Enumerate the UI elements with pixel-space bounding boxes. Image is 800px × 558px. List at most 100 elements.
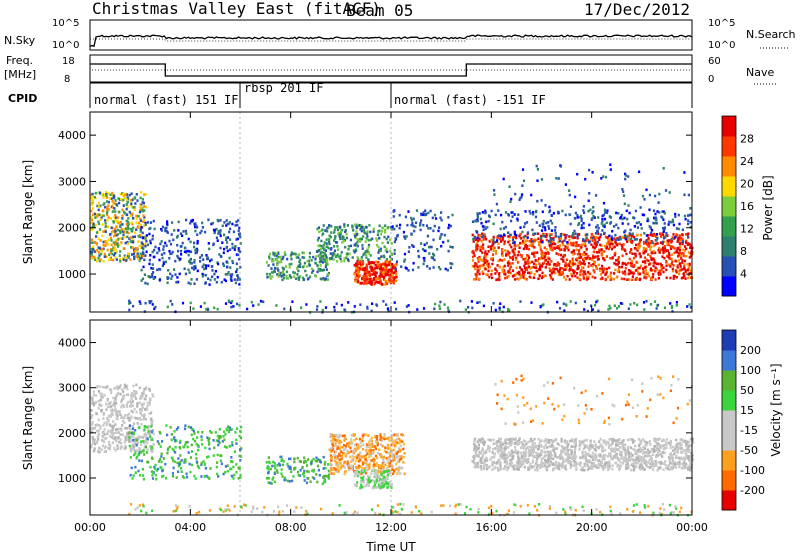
echo-cell — [570, 300, 572, 303]
echo-cell — [238, 467, 240, 470]
echo-cell — [595, 194, 597, 197]
echo-cell — [380, 436, 382, 439]
echo-cell — [362, 448, 364, 451]
echo-cell — [125, 259, 127, 262]
velocity-data-layer — [90, 375, 694, 517]
echo-cell — [685, 277, 687, 280]
echo-cell — [136, 199, 138, 202]
echo-cell — [364, 273, 366, 276]
echo-cell — [668, 239, 670, 242]
echo-cell — [617, 227, 619, 230]
echo-cell — [647, 253, 649, 256]
echo-cell — [390, 437, 392, 440]
echo-cell — [669, 302, 671, 305]
echo-cell — [664, 307, 666, 310]
echo-cell — [153, 277, 155, 280]
echo-cell — [603, 214, 605, 217]
echo-cell — [330, 252, 332, 255]
echo-cell — [587, 265, 589, 268]
echo-cell — [498, 260, 500, 263]
echo-cell — [184, 428, 186, 431]
echo-cell — [516, 267, 518, 270]
echo-cell — [526, 247, 528, 250]
nave-tick-top: 60 — [708, 56, 721, 67]
echo-cell — [332, 437, 334, 440]
echo-cell — [234, 246, 236, 249]
echo-cell — [498, 272, 500, 275]
echo-cell — [647, 237, 649, 240]
echo-cell — [235, 271, 237, 274]
echo-cell — [109, 258, 111, 261]
echo-cell — [472, 234, 474, 237]
echo-cell — [366, 233, 368, 236]
echo-cell — [173, 229, 175, 232]
echo-cell — [159, 279, 161, 282]
echo-cell — [484, 250, 486, 253]
echo-cell — [604, 211, 606, 214]
echo-cell — [614, 246, 616, 249]
echo-cell — [685, 255, 687, 258]
echo-cell — [605, 236, 607, 239]
echo-cell — [362, 235, 364, 238]
echo-cell — [136, 255, 138, 258]
echo-cell — [582, 209, 584, 212]
echo-cell — [634, 253, 636, 256]
echo-cell — [394, 458, 396, 461]
echo-cell — [187, 446, 189, 449]
echo-cell — [173, 430, 175, 433]
echo-cell — [575, 212, 577, 215]
echo-cell — [579, 216, 581, 219]
echo-cell — [481, 251, 483, 254]
echo-cell — [606, 247, 608, 250]
echo-cell — [366, 446, 368, 449]
echo-cell — [386, 457, 388, 460]
echo-cell — [348, 245, 350, 248]
echo-cell — [572, 263, 574, 266]
echo-cell — [316, 264, 318, 267]
echo-cell — [125, 438, 127, 441]
echo-cell — [126, 231, 128, 234]
echo-cell — [572, 253, 574, 256]
echo-cell — [186, 473, 188, 476]
echo-cell — [311, 462, 313, 465]
echo-cell — [368, 239, 370, 242]
colorbar-swatch — [722, 236, 736, 257]
echo-cell — [517, 254, 519, 257]
echo-cell — [392, 225, 394, 228]
echo-cell — [357, 271, 359, 274]
echo-cell — [387, 241, 389, 244]
echo-cell — [359, 451, 361, 454]
echo-cell — [318, 237, 320, 240]
echo-cell — [652, 241, 654, 244]
echo-cell — [439, 217, 441, 220]
echo-cell — [114, 405, 116, 408]
echo-cell — [133, 423, 135, 426]
echo-cell — [324, 463, 326, 466]
echo-cell — [429, 227, 431, 230]
echo-cell — [574, 236, 576, 239]
echo-cell — [149, 227, 151, 230]
echo-cell — [547, 261, 549, 264]
echo-cell — [366, 465, 368, 468]
echo-cell — [163, 245, 165, 248]
echo-cell — [201, 443, 203, 446]
echo-cell — [188, 426, 190, 429]
echo-cell — [392, 453, 394, 456]
echo-cell — [625, 253, 627, 256]
echo-cell — [317, 245, 319, 248]
echo-cell — [237, 276, 239, 279]
echo-cell — [368, 259, 370, 262]
echo-cell — [102, 445, 104, 448]
echo-cell — [345, 445, 347, 448]
echo-cell — [214, 229, 216, 232]
echo-cell — [350, 438, 352, 441]
echo-cell — [217, 308, 219, 311]
echo-cell — [424, 244, 426, 247]
echo-cell — [192, 307, 194, 310]
echo-cell — [99, 385, 101, 388]
echo-cell — [334, 229, 336, 232]
echo-cell — [369, 261, 371, 264]
echo-cell — [573, 230, 575, 233]
echo-cell — [393, 282, 395, 285]
echo-cell — [369, 440, 371, 443]
